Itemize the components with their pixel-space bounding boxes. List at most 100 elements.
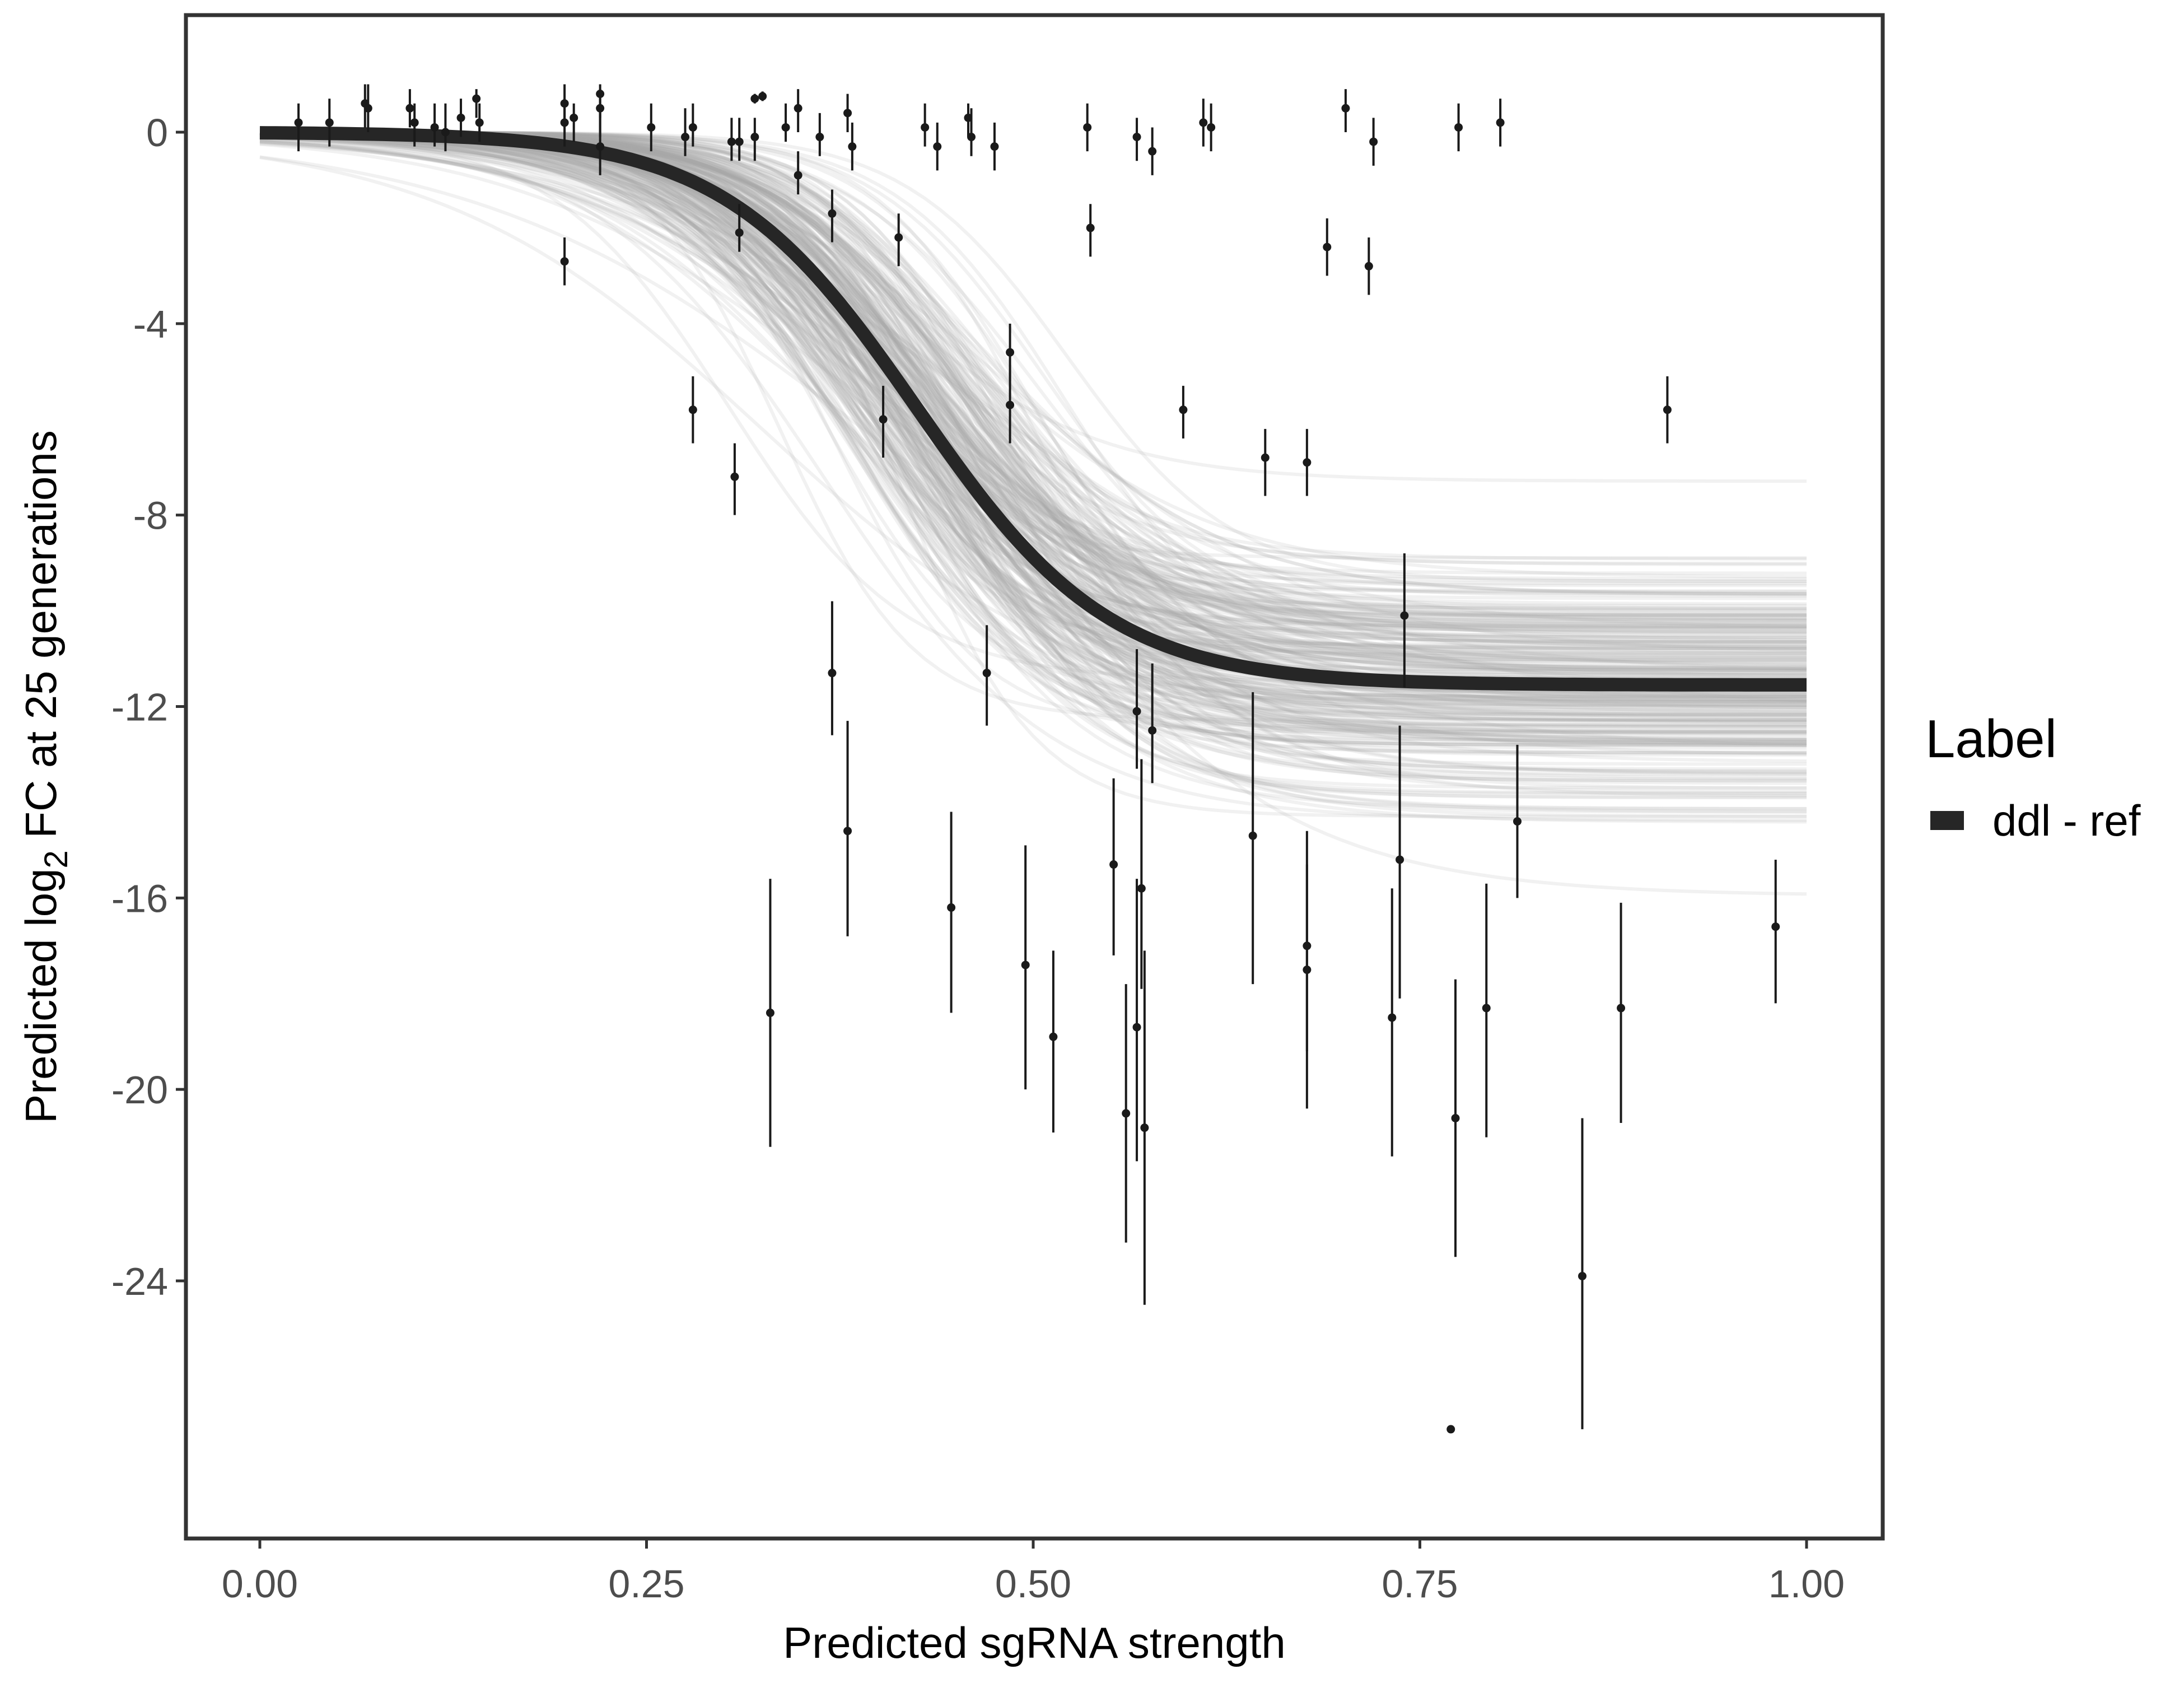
posterior-draw-line xyxy=(259,132,1807,813)
posterior-draw-line xyxy=(259,134,1807,724)
data-point xyxy=(894,213,903,267)
posterior-draw-line xyxy=(259,133,1807,773)
data-point xyxy=(828,189,837,243)
x-tick-label: 1.00 xyxy=(1768,1562,1845,1606)
point-marker xyxy=(730,472,739,481)
posterior-draw-line xyxy=(259,133,1807,729)
posterior-draw-line xyxy=(259,136,1807,745)
point-marker xyxy=(1086,223,1095,232)
data-point xyxy=(815,113,824,156)
posterior-draw-line xyxy=(259,136,1807,688)
posterior-draw-line xyxy=(259,156,1807,724)
posterior-draw-line xyxy=(259,136,1807,822)
data-point xyxy=(441,103,450,152)
data-point xyxy=(1451,979,1460,1257)
data-point xyxy=(1140,950,1149,1305)
posterior-draw-line xyxy=(259,132,1807,811)
data-point xyxy=(1303,428,1312,496)
x-tick-label: 0.00 xyxy=(222,1562,298,1606)
data-point xyxy=(794,151,802,195)
posterior-draw-line xyxy=(260,130,1807,722)
posterior-draw-line xyxy=(259,136,1807,666)
data-point xyxy=(456,99,465,137)
point-marker xyxy=(1578,1271,1587,1280)
posterior-draw-line xyxy=(260,130,1807,637)
data-point xyxy=(560,237,569,286)
posterior-draw-line xyxy=(259,141,1807,747)
posterior-draw-line xyxy=(260,130,1807,671)
posterior-draw-line xyxy=(260,130,1807,583)
data-point xyxy=(647,103,656,152)
data-point xyxy=(1388,888,1397,1157)
x-tick-label: 0.25 xyxy=(608,1562,684,1606)
posterior-draw-line xyxy=(259,137,1807,742)
point-marker xyxy=(1049,1032,1058,1041)
data-point xyxy=(990,122,999,171)
point-marker xyxy=(1482,1004,1491,1013)
point-marker xyxy=(681,133,690,142)
point-marker xyxy=(570,113,578,122)
point-marker xyxy=(1122,1109,1131,1118)
data-point xyxy=(294,103,303,152)
data-point xyxy=(1513,744,1522,898)
y-tick-label: -20 xyxy=(111,1068,168,1112)
data-point xyxy=(681,108,690,156)
posterior-draw-line xyxy=(259,132,1807,622)
posterior-draw-line xyxy=(259,138,1807,671)
data-point xyxy=(410,103,419,147)
data-point xyxy=(1369,118,1378,166)
posterior-draw-line xyxy=(259,135,1807,680)
data-point xyxy=(843,94,852,132)
point-marker xyxy=(848,142,857,151)
point-marker xyxy=(294,118,303,127)
data-point xyxy=(560,99,569,147)
data-point xyxy=(688,103,697,147)
y-axis-title-suffix: FC at 25 generations xyxy=(16,430,66,850)
point-marker xyxy=(1006,348,1015,357)
data-point xyxy=(848,122,857,171)
data-point xyxy=(1617,902,1626,1123)
y-axis-title-prefix: Predicted log xyxy=(16,869,66,1123)
point-marker xyxy=(750,94,759,103)
data-points xyxy=(294,84,1780,1434)
posterior-draw-line xyxy=(259,133,1807,745)
point-marker xyxy=(1451,1113,1460,1122)
point-marker xyxy=(1341,104,1350,113)
data-point xyxy=(1663,376,1672,444)
posterior-draw-line xyxy=(259,132,1807,750)
posterior-draw-line xyxy=(260,130,1807,782)
point-marker xyxy=(794,171,802,180)
point-marker xyxy=(1454,123,1463,132)
data-point xyxy=(405,89,414,128)
point-marker xyxy=(1771,922,1780,931)
point-marker xyxy=(405,104,414,113)
data-point xyxy=(843,721,852,936)
posterior-draw-line xyxy=(259,132,1807,650)
data-point xyxy=(1148,663,1157,784)
data-point xyxy=(879,385,888,458)
point-marker xyxy=(894,233,903,242)
point-marker xyxy=(990,142,999,151)
posterior-draw-line xyxy=(259,134,1807,703)
y-tick-label: 0 xyxy=(146,111,168,155)
point-marker xyxy=(688,123,697,132)
point-marker xyxy=(472,94,481,103)
data-point xyxy=(967,108,976,156)
data-point xyxy=(794,89,802,132)
legend-label-ddl-ref: ddl - ref xyxy=(1992,796,2141,845)
data-point xyxy=(1446,1425,1455,1434)
data-point xyxy=(1341,89,1350,132)
point-marker xyxy=(921,123,930,132)
point-marker xyxy=(1199,118,1208,127)
data-point xyxy=(730,443,739,515)
data-point xyxy=(1137,759,1146,989)
data-point xyxy=(1771,859,1780,1004)
data-point xyxy=(1049,950,1058,1133)
point-marker xyxy=(1148,726,1157,735)
point-marker xyxy=(1303,458,1312,467)
data-point xyxy=(430,103,439,147)
point-marker xyxy=(727,137,736,146)
data-point xyxy=(1122,984,1131,1243)
posterior-draw-line xyxy=(259,132,1807,696)
